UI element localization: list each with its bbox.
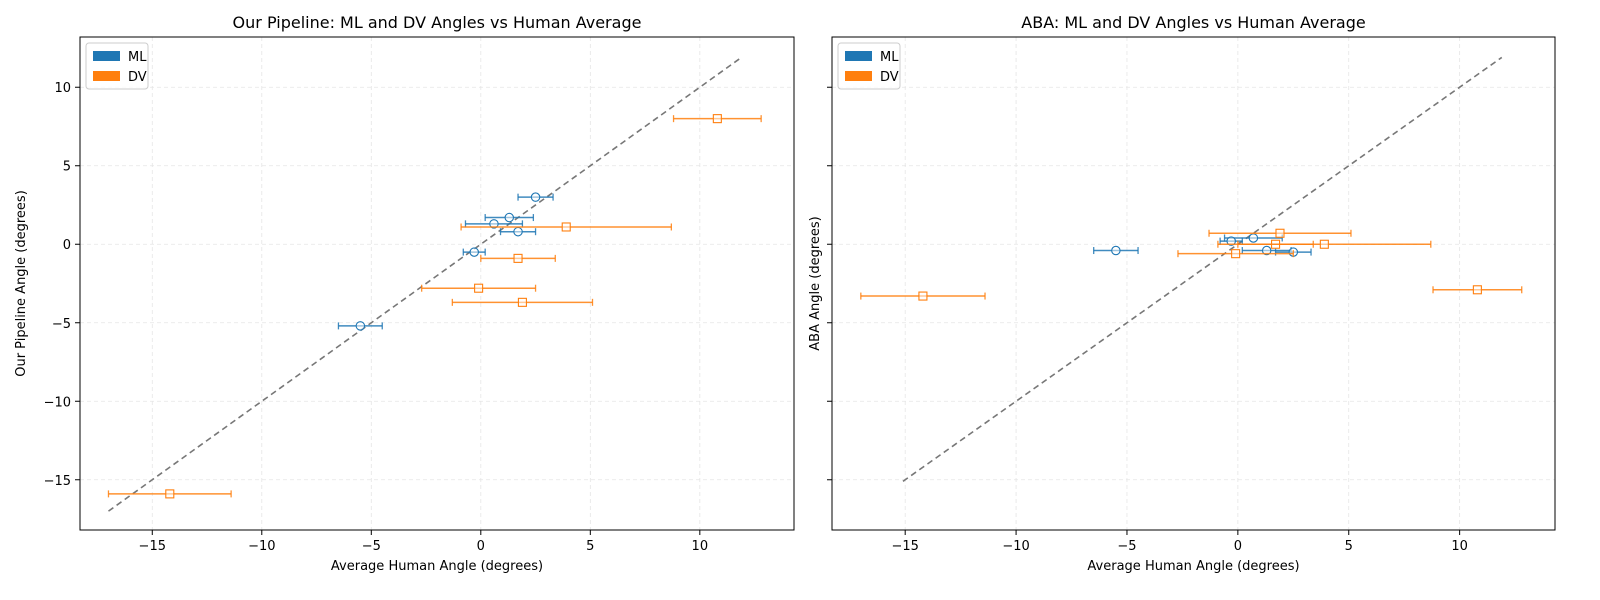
data-point-ml — [355, 321, 366, 331]
legend-label-ml: ML — [880, 50, 899, 65]
legend-label-dv: DV — [128, 70, 147, 85]
y-tick-label: 10 — [54, 81, 71, 96]
data-point-ml — [513, 226, 523, 237]
chart-title: ABA: ML and DV Angles vs Human Average — [1021, 13, 1365, 32]
data-point-dv — [1472, 285, 1482, 295]
chart-panel-1: −15 −10 −5 0 5 10 −15 −10 −5 0 5 10 Our Pipeline: ML… — [14, 13, 795, 574]
legend-label-ml: ML — [128, 50, 147, 65]
data-point-dv — [165, 489, 175, 499]
data-point-dv — [1231, 249, 1241, 259]
y-axis-label: ABA Angle (degrees) — [808, 216, 823, 350]
legend-swatch-ml — [845, 51, 872, 61]
data-point-ml — [1226, 236, 1236, 246]
identity-line — [902, 56, 1503, 482]
data-point-dv — [517, 297, 527, 307]
legend-swatch-dv — [845, 71, 872, 81]
x-tick-label: 5 — [1345, 539, 1353, 554]
legend: ML DV — [85, 42, 149, 90]
data-point-ml — [504, 212, 515, 223]
x-tick-label: −15 — [891, 539, 918, 554]
x-tick-label: 10 — [1451, 539, 1468, 554]
x-tick-label: 0 — [1234, 539, 1242, 554]
data-point-dv — [561, 222, 571, 232]
x-tick-label: −10 — [248, 539, 275, 554]
y-tick-label: −10 — [44, 395, 71, 410]
data-point-ml — [469, 247, 479, 257]
data-point-dv — [1319, 239, 1329, 249]
x-tick-label: −15 — [139, 539, 166, 554]
legend-label-dv: DV — [880, 70, 899, 85]
data-point-dv — [712, 114, 722, 124]
data-point-ml — [1248, 233, 1259, 243]
legend: ML DV — [837, 42, 901, 90]
legend-swatch-dv — [93, 71, 120, 81]
y-tick-label: −15 — [44, 474, 71, 489]
chart-panel-2: −15 −10 −5 0 5 10 ABA: ML and DV Angles vs Hum… — [808, 13, 1556, 574]
data-point-ml — [530, 192, 541, 202]
data-point-ml — [489, 219, 499, 229]
x-axis-label: Average Human Angle (degrees) — [331, 559, 543, 574]
x-tick-label: 10 — [692, 539, 709, 554]
x-tick-label: −5 — [362, 539, 381, 554]
data-point-dv — [918, 291, 928, 301]
legend-swatch-ml — [93, 51, 120, 61]
data-point-dv — [474, 283, 484, 293]
axes-frame — [79, 36, 795, 531]
y-tick-label: 0 — [63, 238, 71, 253]
x-tick-label: −5 — [1117, 539, 1136, 554]
x-tick-label: −10 — [1002, 539, 1029, 554]
y-tick-label: −5 — [52, 317, 71, 332]
x-tick-label: 5 — [586, 539, 594, 554]
y-axis-label: Our Pipeline Angle (degrees) — [14, 190, 29, 377]
data-point-dv — [1275, 228, 1285, 238]
x-tick-label: 0 — [477, 539, 485, 554]
axes-frame — [831, 36, 1556, 531]
y-tick-label: 5 — [63, 160, 71, 175]
data-point-ml — [1261, 245, 1272, 256]
chart-title: Our Pipeline: ML and DV Angles vs Human … — [233, 13, 642, 32]
x-axis-label: Average Human Angle (degrees) — [1087, 559, 1299, 574]
data-point-dv — [513, 253, 523, 263]
data-point-ml — [1111, 245, 1121, 256]
